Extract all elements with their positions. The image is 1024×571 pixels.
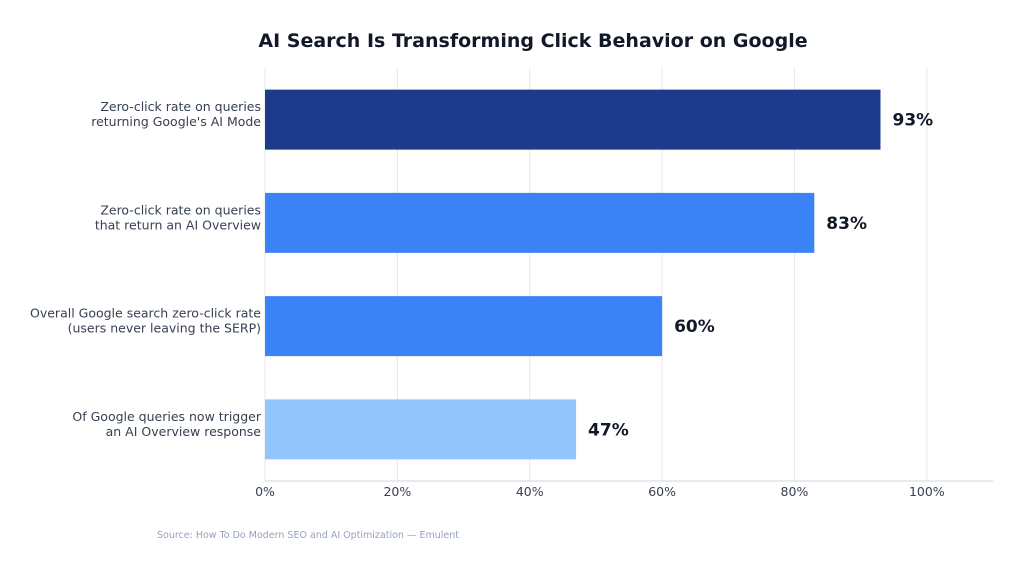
value-label: 60% (674, 317, 715, 337)
source-note: Source: How To Do Modern SEO and AI Opti… (157, 530, 459, 541)
category-label-line: Of Google queries now trigger (72, 409, 261, 424)
bar (265, 89, 881, 150)
x-tick-label: 100% (909, 484, 945, 499)
category-label: Zero-click rate on queries that return an… (95, 202, 261, 232)
category-label: Of Google queries now trigger an AI Overv… (72, 409, 261, 439)
x-tick-label: 0% (255, 484, 275, 499)
category-labels: Zero-click rate on queries returning Goog… (30, 99, 262, 439)
value-label: 47% (588, 420, 629, 440)
bars (265, 89, 881, 460)
value-labels: 93% 83% 60% 47% (588, 111, 933, 441)
value-label: 83% (826, 214, 867, 234)
category-label-line: (users never leaving the SERP) (68, 321, 261, 336)
value-label: 93% (892, 111, 933, 131)
category-label: Zero-click rate on queries returning Goog… (91, 99, 261, 129)
x-tick-label: 80% (781, 484, 809, 499)
category-label-line: an AI Overview response (106, 424, 262, 439)
category-label: Overall Google search zero-click rate (us… (30, 306, 261, 336)
bar (265, 399, 577, 460)
category-label-line: returning Google's AI Mode (91, 114, 261, 129)
bar (265, 296, 663, 357)
category-label-line: Zero-click rate on queries (100, 202, 261, 217)
chart-title: AI Search Is Transforming Click Behavior… (258, 30, 807, 52)
x-tick-label: 20% (383, 484, 411, 499)
category-label-line: Overall Google search zero-click rate (30, 306, 261, 321)
category-label-line: that return an AI Overview (95, 217, 261, 232)
x-tick-label: 40% (516, 484, 544, 499)
x-tick-labels: 0% 20% 40% 60% 80% 100% (255, 484, 945, 499)
x-tick-label: 60% (648, 484, 676, 499)
bar (265, 192, 815, 253)
category-label-line: Zero-click rate on queries (100, 99, 261, 114)
